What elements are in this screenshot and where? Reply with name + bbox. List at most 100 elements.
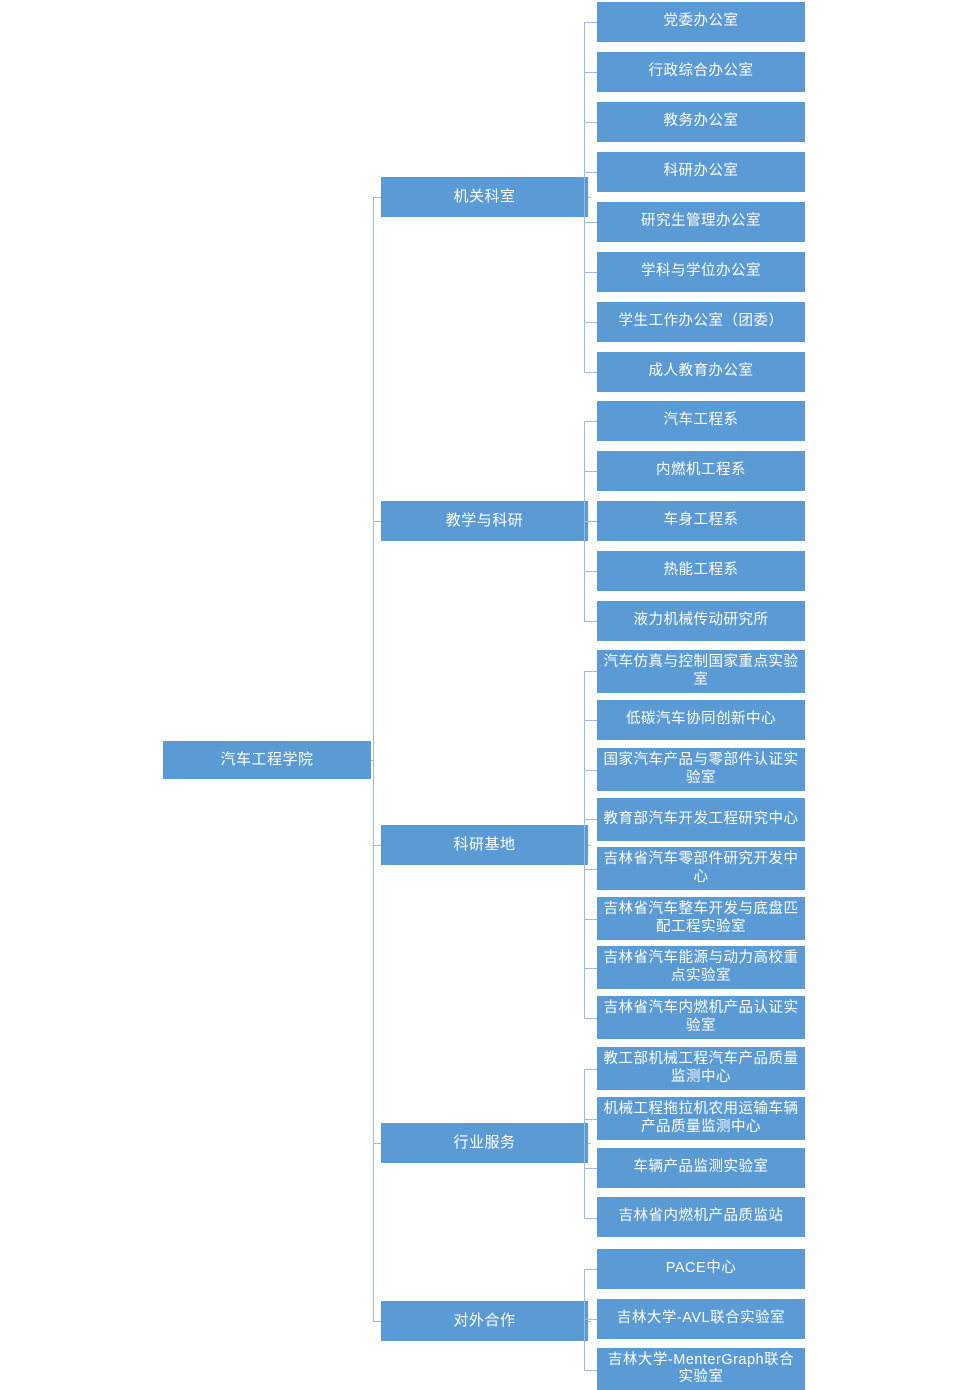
leaf-node-label: PACE中心 [665, 1260, 737, 1277]
connector-branch3-arm-4 [584, 819, 597, 820]
leaf-node-label: 内燃机工程系 [656, 462, 746, 479]
leaf-node-label: 学科与学位办公室 [641, 263, 761, 280]
connector-branch1-arm-7 [584, 322, 597, 323]
connector-branch1-trunk [584, 22, 585, 372]
branch-node-行业服务[interactable]: 行业服务 [381, 1123, 588, 1163]
connector-branch3-arm-2 [584, 720, 597, 721]
connector-branch2-arm-4 [584, 571, 597, 572]
connector-branch1-stub [588, 197, 591, 198]
connector-branch2-arm-3 [584, 521, 597, 522]
leaf-node-label: 吉林省汽车能源与动力高校重点实验室 [603, 950, 799, 984]
leaf-node-汽车仿真与控制国家重点实验室[interactable]: 汽车仿真与控制国家重点实验室 [597, 650, 805, 693]
leaf-node-PACE中心[interactable]: PACE中心 [597, 1249, 805, 1289]
leaf-node-label: 吉林省汽车零部件研究开发中心 [603, 851, 799, 885]
leaf-node-label: 吉林省汽车内燃机产品认证实验室 [603, 1000, 799, 1034]
connector-branch1-arm-4 [584, 172, 597, 173]
connector-branch4-arm-4 [584, 1218, 597, 1219]
leaf-node-机械工程拖拉机农用运输车辆产品质量监测中心[interactable]: 机械工程拖拉机农用运输车辆产品质量监测中心 [597, 1097, 805, 1140]
connector-root-arm-2 [373, 521, 381, 522]
leaf-node-热能工程系[interactable]: 热能工程系 [597, 551, 805, 591]
leaf-node-车辆产品监测实验室[interactable]: 车辆产品监测实验室 [597, 1148, 805, 1188]
leaf-node-学科与学位办公室[interactable]: 学科与学位办公室 [597, 252, 805, 292]
branch-node-label: 机关科室 [453, 188, 516, 206]
leaf-node-label: 液力机械传动研究所 [633, 612, 769, 629]
connector-branch4-trunk [584, 1069, 585, 1218]
connector-root-arm-5 [373, 1321, 381, 1322]
leaf-node-label: 热能工程系 [663, 562, 739, 579]
leaf-node-行政综合办公室[interactable]: 行政综合办公室 [597, 52, 805, 92]
leaf-node-吉林省汽车内燃机产品认证实验室[interactable]: 吉林省汽车内燃机产品认证实验室 [597, 996, 805, 1039]
connector-branch2-arm-5 [584, 621, 597, 622]
leaf-node-label: 车辆产品监测实验室 [633, 1159, 769, 1176]
connector-root-stub [371, 760, 374, 761]
leaf-node-label: 教育部汽车开发工程研究中心 [603, 810, 799, 827]
connector-branch5-arm-2 [584, 1319, 597, 1320]
connector-branch2-arm-2 [584, 471, 597, 472]
leaf-node-label: 教务办公室 [663, 113, 739, 130]
connector-branch5-stub [588, 1321, 591, 1322]
leaf-node-教工部机械工程汽车产品质量监测中心[interactable]: 教工部机械工程汽车产品质量监测中心 [597, 1047, 805, 1090]
leaf-node-label: 低碳汽车协同创新中心 [626, 711, 776, 728]
connector-branch3-arm-8 [584, 1018, 597, 1019]
leaf-node-吉林省内燃机产品质监站[interactable]: 吉林省内燃机产品质监站 [597, 1197, 805, 1237]
leaf-node-吉林省汽车能源与动力高校重点实验室[interactable]: 吉林省汽车能源与动力高校重点实验室 [597, 946, 805, 989]
leaf-node-label: 党委办公室 [663, 13, 739, 30]
leaf-node-label: 汽车仿真与控制国家重点实验室 [603, 654, 799, 688]
connector-branch1-arm-3 [584, 122, 597, 123]
connector-branch3-arm-7 [584, 968, 597, 969]
branch-node-label: 科研基地 [453, 836, 516, 854]
root-node-汽车工程学院[interactable]: 汽车工程学院 [163, 741, 371, 779]
leaf-node-吉林大学-MenterGraph联合实验室[interactable]: 吉林大学-MenterGraph联合实验室 [597, 1348, 805, 1390]
connector-root-arm-4 [373, 1143, 381, 1144]
leaf-node-label: 吉林省汽车整车开发与底盘匹配工程实验室 [603, 901, 799, 935]
leaf-node-液力机械传动研究所[interactable]: 液力机械传动研究所 [597, 601, 805, 641]
leaf-node-吉林省汽车整车开发与底盘匹配工程实验室[interactable]: 吉林省汽车整车开发与底盘匹配工程实验室 [597, 897, 805, 940]
leaf-node-label: 教工部机械工程汽车产品质量监测中心 [603, 1051, 799, 1085]
connector-branch1-arm-5 [584, 222, 597, 223]
connector-branch1-arm-6 [584, 272, 597, 273]
leaf-node-label: 吉林大学-AVL联合实验室 [616, 1310, 786, 1327]
leaf-node-label: 汽车工程系 [663, 412, 739, 429]
leaf-node-label: 机械工程拖拉机农用运输车辆产品质量监测中心 [603, 1101, 799, 1135]
connector-branch3-trunk [584, 671, 585, 1019]
branch-node-机关科室[interactable]: 机关科室 [381, 177, 588, 217]
leaf-node-label: 车身工程系 [663, 512, 739, 529]
leaf-node-label: 国家汽车产品与零部件认证实验室 [603, 752, 799, 786]
leaf-node-内燃机工程系[interactable]: 内燃机工程系 [597, 451, 805, 491]
connector-branch3-arm-3 [584, 770, 597, 771]
root-node-label: 汽车工程学院 [220, 751, 314, 769]
leaf-node-吉林省汽车零部件研究开发中心[interactable]: 吉林省汽车零部件研究开发中心 [597, 847, 805, 890]
connector-branch3-arm-5 [584, 869, 597, 870]
leaf-node-label: 吉林省内燃机产品质监站 [618, 1208, 784, 1225]
leaf-node-label: 吉林大学-MenterGraph联合实验室 [607, 1351, 795, 1385]
connector-branch1-arm-1 [584, 22, 597, 23]
connector-branch1-arm-2 [584, 72, 597, 73]
branch-node-对外合作[interactable]: 对外合作 [381, 1301, 588, 1341]
leaf-node-label: 行政综合办公室 [648, 63, 754, 80]
leaf-node-低碳汽车协同创新中心[interactable]: 低碳汽车协同创新中心 [597, 700, 805, 740]
connector-branch3-stub [588, 845, 591, 846]
connector-branch5-arm-3 [584, 1370, 597, 1371]
connector-root-trunk [373, 197, 374, 1322]
leaf-node-汽车工程系[interactable]: 汽车工程系 [597, 401, 805, 441]
leaf-node-研究生管理办公室[interactable]: 研究生管理办公室 [597, 202, 805, 242]
leaf-node-成人教育办公室[interactable]: 成人教育办公室 [597, 352, 805, 392]
leaf-node-车身工程系[interactable]: 车身工程系 [597, 501, 805, 541]
leaf-node-教育部汽车开发工程研究中心[interactable]: 教育部汽车开发工程研究中心 [597, 798, 805, 841]
leaf-node-吉林大学-AVL联合实验室[interactable]: 吉林大学-AVL联合实验室 [597, 1299, 805, 1339]
branch-node-教学与科研[interactable]: 教学与科研 [381, 501, 588, 541]
leaf-node-党委办公室[interactable]: 党委办公室 [597, 2, 805, 42]
leaf-node-科研办公室[interactable]: 科研办公室 [597, 152, 805, 192]
connector-branch4-arm-2 [584, 1119, 597, 1120]
branch-node-科研基地[interactable]: 科研基地 [381, 825, 588, 865]
connector-branch1-arm-8 [584, 372, 597, 373]
leaf-node-教务办公室[interactable]: 教务办公室 [597, 102, 805, 142]
connector-root-arm-3 [373, 845, 381, 846]
leaf-node-国家汽车产品与零部件认证实验室[interactable]: 国家汽车产品与零部件认证实验室 [597, 748, 805, 791]
connector-branch4-stub [588, 1143, 591, 1144]
connector-branch4-arm-1 [584, 1069, 597, 1070]
leaf-node-学生工作办公室[interactable]: 学生工作办公室（团委） [597, 302, 805, 342]
leaf-node-label: 学生工作办公室（团委） [618, 313, 784, 330]
leaf-node-label: 科研办公室 [663, 163, 739, 180]
branch-node-label: 行业服务 [453, 1134, 516, 1152]
